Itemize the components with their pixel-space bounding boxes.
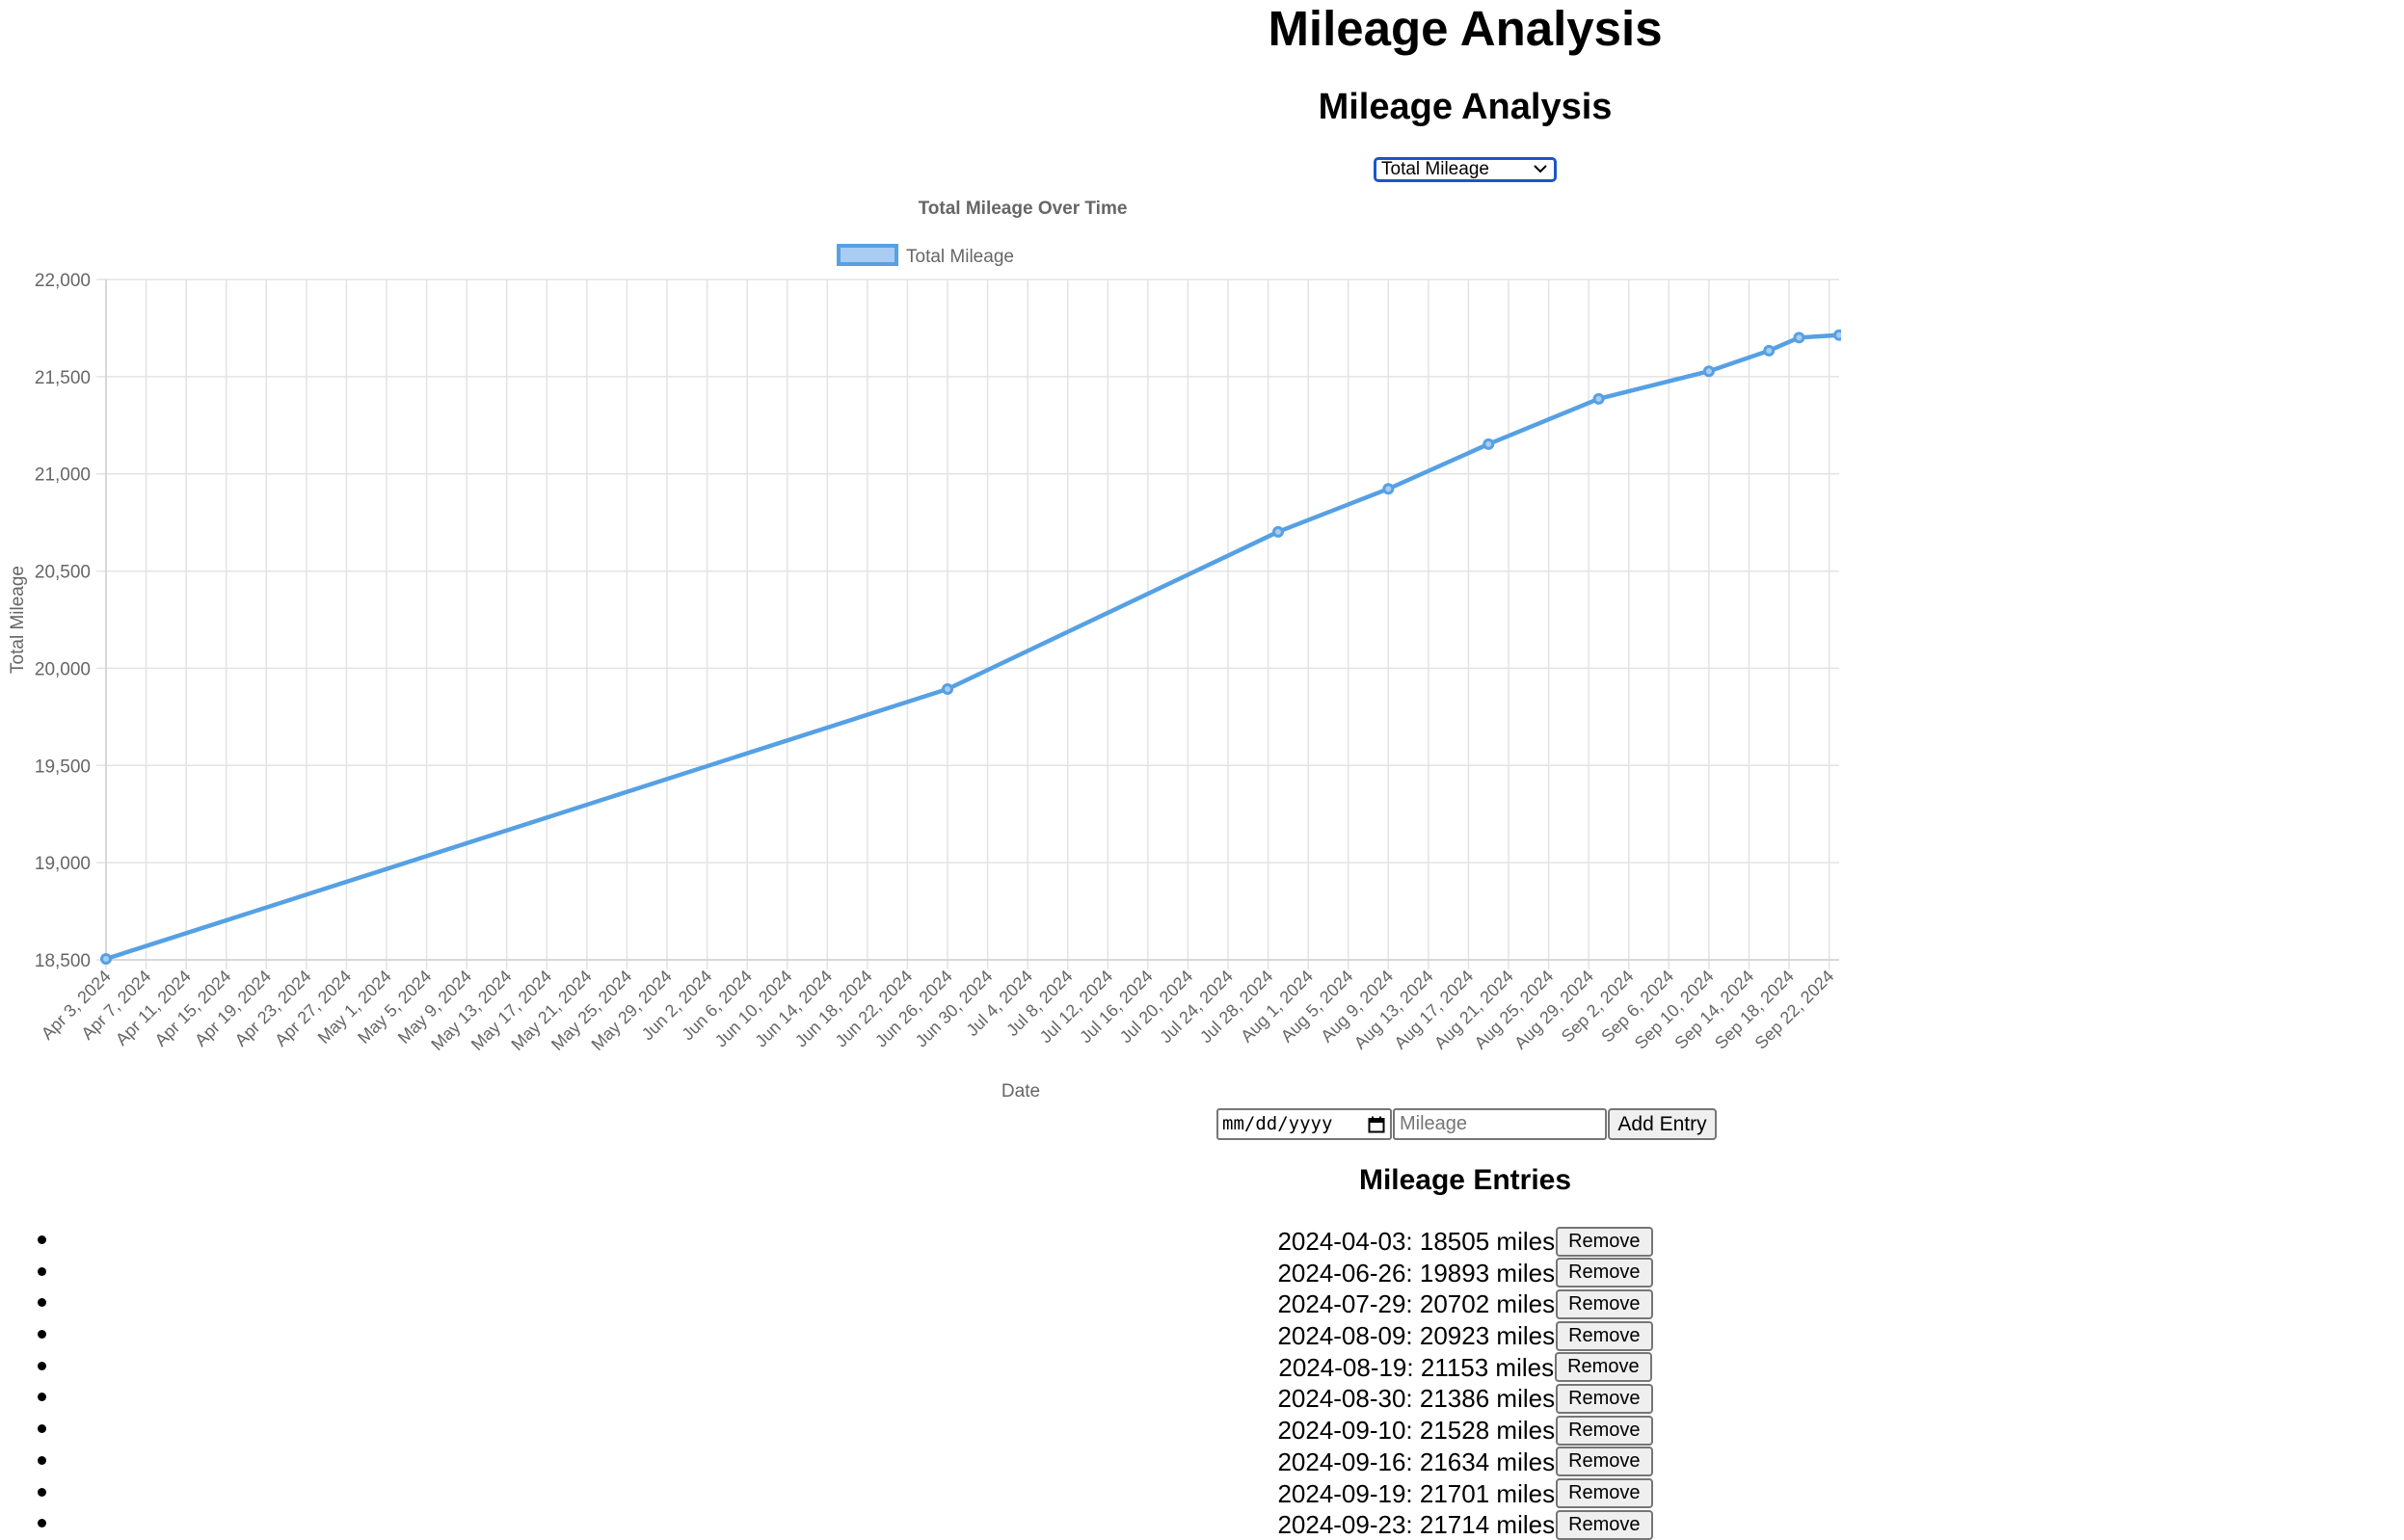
- y-tick-label: 21,500: [35, 368, 91, 388]
- y-tick-label: 21,000: [35, 465, 91, 486]
- entries-title: Mileage Entries: [1358, 1164, 1572, 1196]
- chart-grid: [96, 279, 1839, 969]
- remove-button[interactable]: Remove: [1556, 1478, 1653, 1509]
- entry-text: 2024-09-19: 21701 miles: [1277, 1478, 1556, 1508]
- data-point: [100, 952, 112, 965]
- remove-button[interactable]: Remove: [1556, 1415, 1653, 1446]
- bullet-icon: [38, 1235, 46, 1244]
- section-title: Mileage Analysis: [1318, 87, 1613, 127]
- entry-text: 2024-09-23: 21714 miles: [1277, 1510, 1556, 1540]
- data-point: [1592, 392, 1605, 405]
- mileage-input[interactable]: Mileage: [1393, 1108, 1607, 1140]
- data-point: [1271, 525, 1284, 538]
- entry-text: 2024-06-26: 19893 miles: [1277, 1258, 1556, 1288]
- chevron-down-icon: [1534, 165, 1547, 173]
- bullet-icon: [38, 1393, 46, 1402]
- bullet-icon: [38, 1330, 46, 1340]
- list-item: 2024-07-29: 20702 miles Remove: [0, 1287, 2404, 1319]
- y-tick-label: 22,000: [35, 271, 91, 291]
- bullet-icon: [38, 1424, 46, 1434]
- bullet-icon: [38, 1361, 46, 1370]
- mileage-input-placeholder: Mileage: [1400, 1113, 1468, 1134]
- remove-button[interactable]: Remove: [1556, 1258, 1653, 1288]
- list-item: 2024-08-09: 20923 miles Remove: [0, 1318, 2404, 1351]
- page-title: Mileage Analysis: [1268, 1, 1663, 56]
- remove-button[interactable]: Remove: [1556, 1384, 1653, 1415]
- legend-item: Total Mileage: [837, 244, 1014, 267]
- entry-text: 2024-08-19: 21153 miles: [1278, 1352, 1555, 1382]
- data-point: [1702, 365, 1715, 378]
- series-line: [105, 332, 1840, 962]
- y-axis-title: Total Mileage: [8, 566, 28, 674]
- mileage-chart: 22,000 21,500 21,000 20,500 20,000 19,500 19,0…: [8, 199, 1841, 1102]
- y-tick-label: 20,000: [35, 659, 91, 679]
- list-item: 2024-09-10: 21528 miles Remove: [0, 1413, 2404, 1446]
- y-tick-label: 18,500: [35, 951, 91, 971]
- bullet-icon: [38, 1519, 46, 1528]
- list-item: 2024-08-30: 21386 miles Remove: [0, 1381, 2404, 1415]
- y-tick-label: 19,500: [35, 757, 91, 777]
- entry-text: 2024-08-09: 20923 miles: [1277, 1321, 1556, 1351]
- legend-label: Total Mileage: [906, 247, 1014, 267]
- date-input-placeholder: mm/dd/yyyy: [1222, 1113, 1333, 1134]
- add-entry-button[interactable]: Add Entry: [1608, 1108, 1717, 1140]
- list-item: 2024-09-16: 21634 miles Remove: [0, 1445, 2404, 1477]
- data-point: [1482, 438, 1495, 450]
- remove-button[interactable]: Remove: [1556, 1289, 1653, 1319]
- data-point: [942, 683, 954, 696]
- data-point: [1763, 344, 1776, 357]
- bullet-icon: [38, 1298, 46, 1308]
- date-input[interactable]: mm/dd/yyyy: [1216, 1108, 1392, 1140]
- entry-text: 2024-09-16: 21634 miles: [1277, 1447, 1556, 1476]
- x-axis-title: Date: [1002, 1081, 1040, 1102]
- bullet-icon: [38, 1455, 46, 1465]
- metric-select-value: Total Mileage: [1381, 159, 1489, 179]
- data-point: [1793, 332, 1805, 344]
- remove-button[interactable]: Remove: [1556, 1447, 1653, 1477]
- y-tick-label: 19,000: [35, 854, 91, 874]
- remove-button[interactable]: Remove: [1555, 1352, 1652, 1383]
- list-item: 2024-08-19: 21153 miles Remove: [0, 1350, 2404, 1383]
- entries-list: 2024-04-03: 18505 miles Remove 2024-06-26:…: [0, 1224, 2404, 1540]
- remove-button[interactable]: Remove: [1556, 1320, 1653, 1351]
- list-item: 2024-06-26: 19893 miles Remove: [0, 1256, 2404, 1288]
- metric-select[interactable]: Total Mileage: [1374, 157, 1557, 182]
- bullet-icon: [38, 1266, 46, 1276]
- data-point: [1382, 483, 1395, 495]
- list-item: 2024-04-03: 18505 miles Remove: [0, 1224, 2404, 1257]
- y-tick-label: 20,500: [35, 563, 91, 583]
- entry-text: 2024-07-29: 20702 miles: [1277, 1289, 1556, 1319]
- data-point: [1833, 329, 1841, 341]
- legend-swatch: [837, 244, 898, 266]
- remove-button[interactable]: Remove: [1556, 1226, 1653, 1257]
- entry-text: 2024-09-10: 21528 miles: [1277, 1416, 1556, 1446]
- bullet-icon: [38, 1487, 46, 1497]
- chart-title: Total Mileage Over Time: [919, 199, 1128, 219]
- entry-text: 2024-08-30: 21386 miles: [1277, 1384, 1556, 1414]
- calendar-icon[interactable]: [1368, 1116, 1385, 1133]
- remove-button[interactable]: Remove: [1556, 1509, 1653, 1540]
- entry-text: 2024-04-03: 18505 miles: [1277, 1227, 1556, 1257]
- list-item: 2024-09-19: 21701 miles Remove: [0, 1476, 2404, 1509]
- list-item: 2024-09-23: 21714 miles Remove: [0, 1507, 2404, 1540]
